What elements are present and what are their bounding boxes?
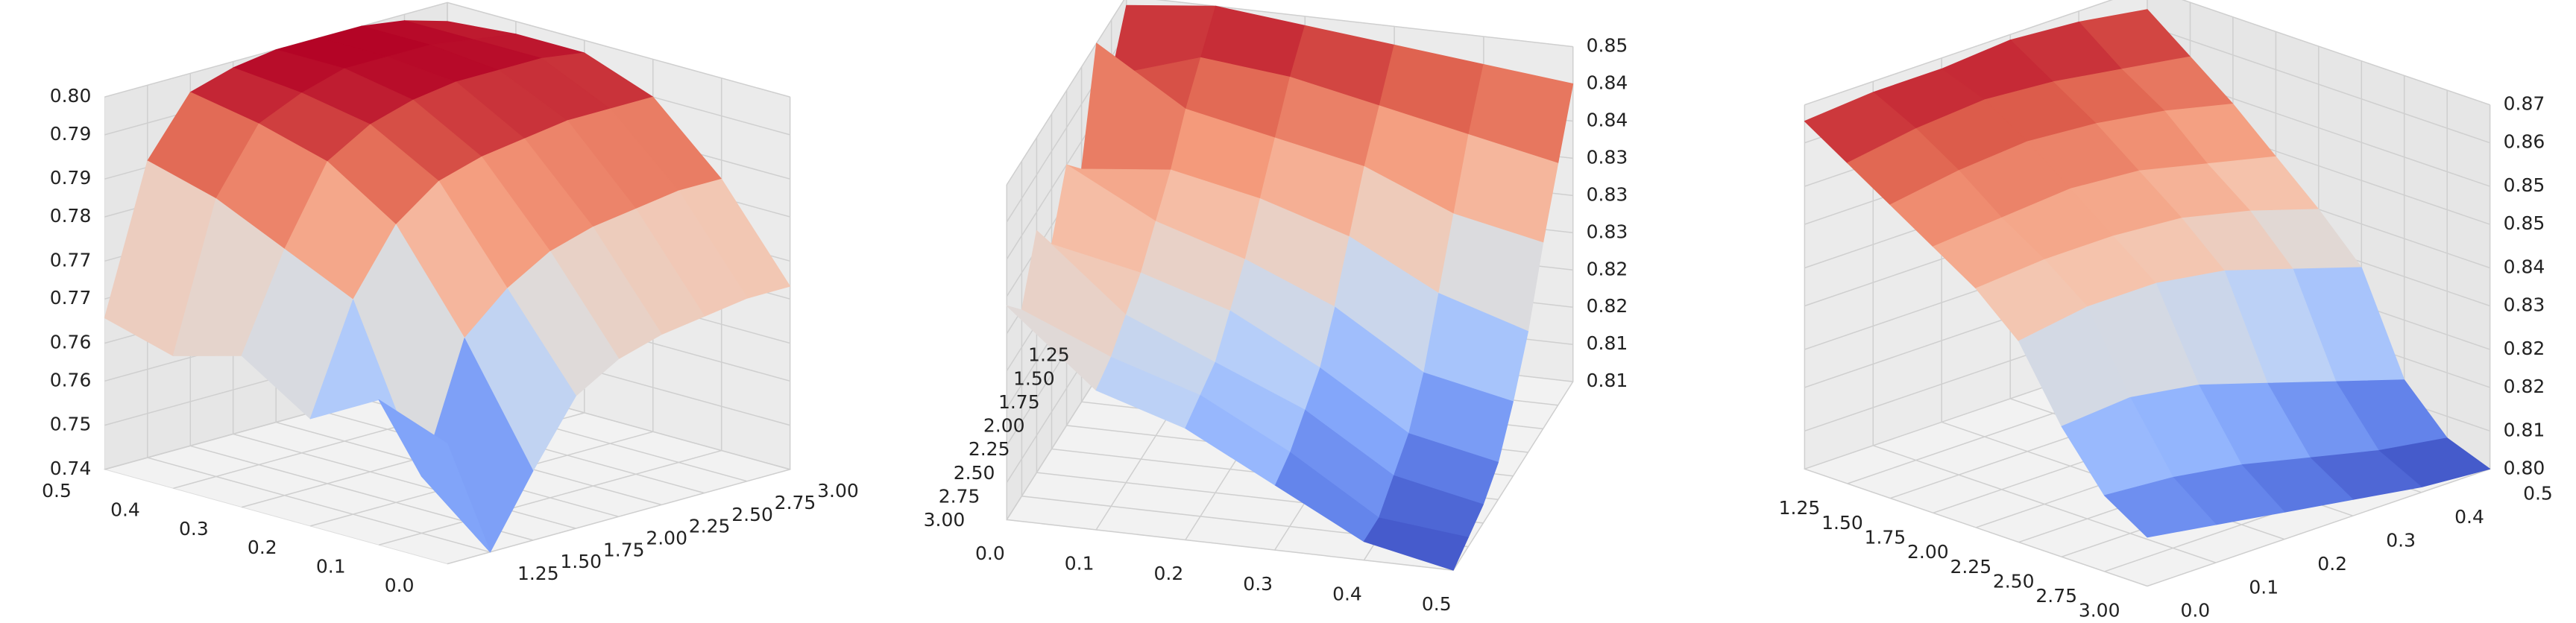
x-tick-label: 1.25 [1028, 344, 1070, 366]
y-tick-label: 0.1 [2249, 576, 2279, 598]
z-tick-label: 0.86 [2504, 131, 2545, 153]
x-tick-label: 2.00 [646, 528, 687, 549]
z-tick-label: 0.79 [50, 123, 92, 145]
y-tick-label: 0.1 [316, 556, 346, 578]
grid-line [1804, 0, 2490, 106]
surface-patch [1363, 517, 1469, 571]
z-tick-label: 0.83 [1587, 221, 1628, 242]
z-tick-label: 0.87 [2504, 93, 2545, 115]
z-tick-label: 0.85 [2504, 174, 2545, 196]
y-tick-label: 0.4 [110, 499, 140, 520]
y-tick-label: 0.5 [1422, 593, 1452, 615]
z-tick-label: 0.76 [50, 331, 92, 352]
y-tick-label: 0.2 [2317, 553, 2347, 575]
z-tick-label: 0.80 [50, 85, 92, 107]
x-tick-label: 3.00 [2079, 600, 2120, 622]
z-tick-label: 0.83 [1587, 183, 1628, 205]
z-tick-label: 0.81 [1587, 370, 1628, 391]
y-tick-label: 0.0 [975, 543, 1005, 564]
z-tick-label: 0.82 [2504, 338, 2545, 359]
z-tick-label: 0.82 [1587, 295, 1628, 317]
z-tick-label: 0.85 [2504, 212, 2545, 234]
z-tick-label: 0.77 [50, 287, 92, 309]
z-tick-label: 0.83 [1587, 146, 1628, 168]
x-tick-label: 2.00 [983, 415, 1025, 437]
z-tick-label: 0.84 [2504, 256, 2545, 277]
x-tick-label: 2.50 [954, 462, 995, 484]
x-tick-label: 2.75 [2035, 585, 2077, 607]
x-tick-label: 2.50 [1993, 570, 2035, 592]
y-tick-label: 0.3 [1243, 573, 1273, 595]
surface-plot: 1.251.501.752.002.252.502.753.00 0.0 0.1 0.… [1779, 0, 2553, 622]
grid-line [1006, 0, 1573, 186]
surface-patch [378, 399, 491, 553]
z-tick-label: 0.84 [1587, 72, 1628, 94]
x-tick-label: 1.50 [1821, 512, 1863, 534]
x-tick-label: 2.75 [939, 486, 980, 507]
z-tick-label: 0.79 [50, 167, 92, 189]
grid-line [104, 1, 790, 98]
z-tick-label: 0.83 [2504, 294, 2545, 316]
surface-patch [2104, 477, 2217, 538]
y-tick-label: 0.4 [2454, 506, 2484, 528]
y-tick-label: 0.2 [1154, 563, 1184, 584]
z-tick-label: 0.81 [1587, 332, 1628, 354]
surface-patch [1185, 395, 1291, 486]
surface-plot: 1.251.501.752.002.252.502.753.00 0.0 0.1 0.… [42, 1, 859, 596]
surface-plot: 1.251.501.752.002.252.502.753.00 0.0 0.1 0.… [924, 0, 1628, 615]
y-tick-label: 0.0 [2180, 600, 2210, 622]
z-tick-label: 0.82 [2504, 376, 2545, 397]
x-tick-label: 2.25 [689, 516, 731, 537]
x-tick-label: 1.75 [603, 539, 645, 560]
x-tick-label: 2.75 [775, 492, 816, 513]
y-tick-label: 0.4 [1332, 583, 1362, 604]
z-tick-label: 0.76 [50, 369, 92, 390]
x-tick-label: 1.50 [1013, 367, 1055, 389]
x-tick-label: 2.00 [1907, 541, 1949, 563]
y-tick-label: 0.3 [2386, 529, 2416, 551]
z-tick-label: 0.81 [2504, 419, 2545, 440]
z-tick-label: 0.84 [1587, 109, 1628, 130]
x-tick-label: 2.25 [969, 438, 1010, 460]
x-tick-label: 1.25 [1779, 497, 1821, 519]
x-tick-label: 2.25 [1950, 556, 1991, 578]
x-tick-label: 1.75 [998, 391, 1040, 413]
y-tick-label: 0.3 [179, 518, 209, 540]
x-tick-label: 1.25 [517, 563, 559, 584]
z-tick-label: 0.80 [2504, 457, 2545, 478]
z-tick-label: 0.78 [50, 205, 92, 227]
y-tick-label: 0.0 [385, 575, 415, 596]
y-tick-label: 0.1 [1065, 553, 1095, 575]
y-tick-label: 0.5 [2523, 483, 2553, 505]
x-tick-label: 3.00 [924, 509, 966, 531]
x-tick-label: 1.75 [1865, 526, 1906, 548]
z-tick-label: 0.74 [50, 458, 92, 479]
x-tick-label: 1.50 [560, 551, 602, 572]
z-tick-label: 0.85 [1587, 35, 1628, 57]
z-tick-label: 0.82 [1587, 258, 1628, 279]
y-tick-label: 0.2 [248, 537, 277, 558]
z-tick-label: 0.75 [50, 414, 92, 435]
x-tick-label: 2.50 [731, 504, 773, 525]
y-tick-label: 0.5 [42, 480, 72, 502]
z-tick-label: 0.77 [50, 249, 92, 271]
x-tick-label: 3.00 [817, 480, 859, 502]
